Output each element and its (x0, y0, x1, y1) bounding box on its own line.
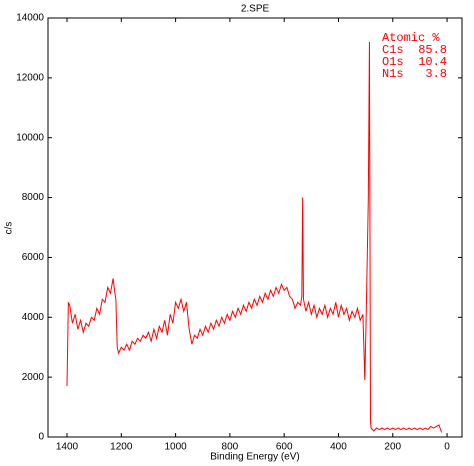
spectrum-line (66, 41, 443, 433)
y-tick-label: 0 (38, 432, 44, 443)
y-tick-label: 10000 (16, 132, 44, 143)
plot-frame (47, 17, 463, 438)
y-tick-label: 14000 (16, 13, 44, 24)
x-tick-label: 1000 (164, 442, 187, 453)
x-tick-label: 1400 (56, 442, 79, 453)
annotation-value: 3.8 (425, 67, 447, 81)
annotation-label: N1s (382, 67, 404, 81)
x-tick-label: 0 (444, 442, 450, 453)
y-tick-label: 2000 (22, 372, 45, 383)
annotation-label: C1s (382, 43, 404, 57)
y-tick-label: 4000 (22, 312, 45, 323)
annotation-label: O1s (382, 55, 404, 69)
x-tick-label: 200 (384, 442, 401, 453)
y-tick-label: 8000 (22, 192, 45, 203)
x-tick-label: 1200 (110, 442, 133, 453)
x-axis-label: Binding Energy (eV) (210, 452, 300, 463)
annotation-title: Atomic % (382, 31, 440, 45)
y-axis-label: c/s (4, 222, 15, 235)
x-tick-label: 800 (222, 442, 239, 453)
y-tick-label: 6000 (22, 252, 45, 263)
annotation-value: 85.8 (418, 43, 447, 57)
annotation-value: 10.4 (418, 55, 447, 69)
chart-title: 2.SPE (241, 4, 270, 15)
x-tick-label: 600 (276, 442, 293, 453)
x-tick-label: 400 (330, 442, 347, 453)
y-tick-label: 12000 (16, 72, 44, 83)
